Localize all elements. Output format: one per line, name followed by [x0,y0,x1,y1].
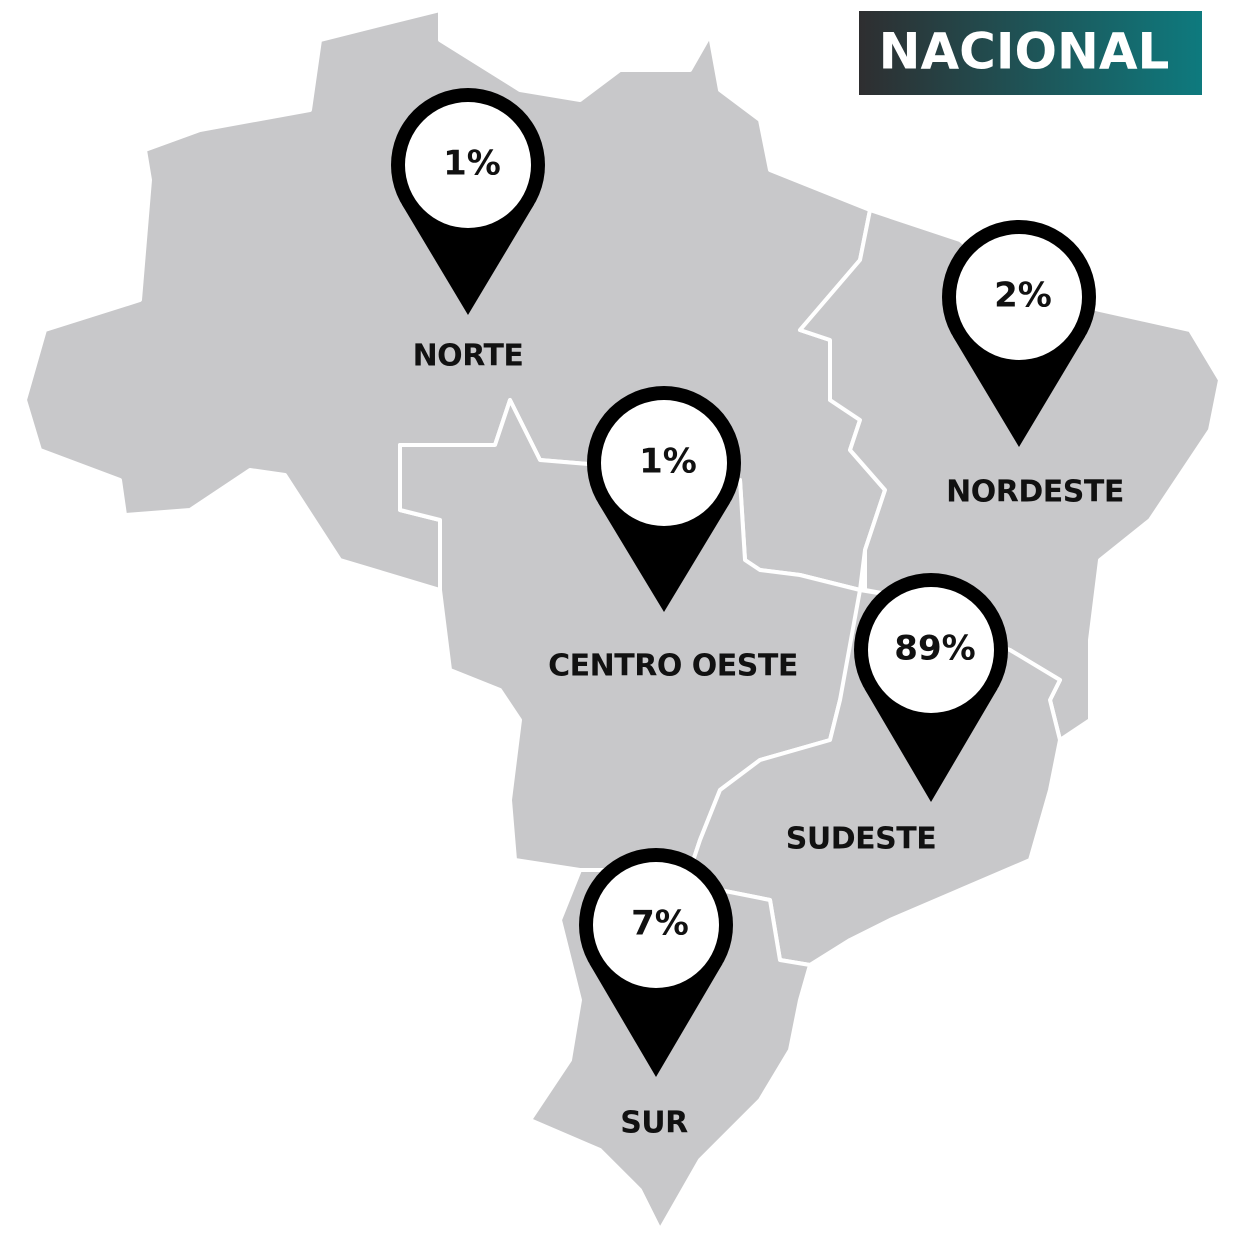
region-label: SUR [620,1106,688,1141]
title: NACIONAL [879,23,1170,81]
pin-face [593,862,719,988]
region-value: 2% [994,276,1052,316]
region-label: SUDESTE [786,822,936,857]
title-box [859,11,1202,95]
pin-face [956,234,1082,360]
region-value: 1% [639,442,697,482]
region-label: NORTE [413,339,524,374]
pin-face [601,400,727,526]
region-label: NORDESTE [946,475,1124,510]
region-value: 89% [894,629,975,669]
pin-face [405,102,531,228]
region-value: 1% [443,144,501,184]
pin-face [868,587,994,713]
region-value: 7% [631,904,689,944]
regions [23,8,1222,1232]
region-label: CENTRO OESTE [548,649,798,684]
